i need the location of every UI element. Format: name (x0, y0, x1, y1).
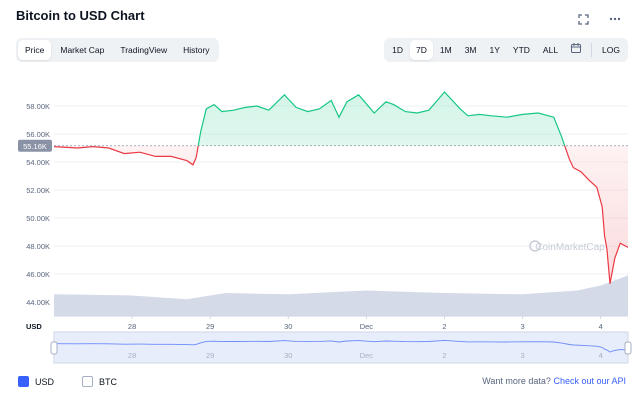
legend-btc-label: BTC (99, 376, 118, 387)
price-chart[interactable]: 44.00K 46.00K 48.00K 50.00K 52.00K 54.00K 56.0… (0, 80, 640, 370)
navigator-handle-right (624, 341, 632, 355)
price-area-up (54, 92, 628, 146)
tab-market-cap[interactable]: Market Cap (60, 45, 105, 55)
time-range-selector: 1D 7D 1M 3M 1Y YTD ALL LOG (384, 38, 628, 62)
api-link[interactable]: Check out our API (553, 376, 626, 386)
legend-btc[interactable]: BTC (82, 376, 117, 387)
volume-area (54, 275, 628, 316)
baseline-badge (18, 139, 52, 152)
navigator-tick-label: 2 (442, 351, 446, 360)
x-tick-label: 30 (284, 322, 292, 331)
navigator-tick-label: 3 (520, 351, 524, 360)
btc-checkbox[interactable] (82, 376, 94, 387)
usd-checkbox[interactable] (18, 376, 29, 387)
range-7d[interactable]: 7D (410, 40, 433, 60)
x-axis-currency-label: USD (26, 322, 42, 331)
fullscreen-icon[interactable] (576, 12, 590, 26)
price-line-up (197, 91, 566, 146)
range-1y[interactable]: 1Y (489, 45, 500, 55)
chart-tabs: Price Market Cap TradingView History (16, 38, 219, 62)
price-area-down (54, 145, 628, 284)
tab-tradingview[interactable]: TradingView (120, 45, 168, 55)
y-tick-label: 54.00K (26, 158, 50, 167)
x-tick-label: 4 (599, 322, 603, 331)
navigator-window (53, 331, 629, 364)
navigator-handle-left (50, 341, 58, 355)
price-line-down (54, 145, 628, 284)
navigator-line (53, 339, 629, 353)
calendar-icon[interactable] (565, 40, 587, 60)
range-ytd[interactable]: YTD (512, 45, 530, 55)
range-separator (591, 43, 593, 57)
y-tick-label: 46.00K (26, 270, 50, 279)
tab-price[interactable]: Price (18, 40, 52, 60)
page-title: Bitcoin to USD Chart (16, 8, 145, 23)
range-all[interactable]: ALL (542, 45, 559, 55)
api-prefix: Want more data? (482, 376, 551, 386)
tab-history[interactable]: History (183, 45, 210, 55)
currency-legend: USD BTC (18, 376, 135, 387)
navigator-tick-label: 28 (128, 351, 136, 360)
legend-usd-label: USD (35, 376, 55, 387)
watermark-logo (529, 240, 541, 252)
y-tick-label: 52.00K (26, 186, 50, 195)
more-icon[interactable] (608, 12, 622, 26)
navigator-tick-label: 4 (599, 351, 603, 360)
y-tick-label: 56.00K (26, 130, 50, 139)
log-toggle[interactable]: LOG (602, 45, 620, 55)
x-tick-label: 3 (520, 322, 524, 331)
y-tick-label: 58.00K (26, 102, 50, 111)
y-tick-label: 50.00K (26, 214, 50, 223)
range-3m[interactable]: 3M (464, 45, 477, 55)
y-tick-label: 48.00K (26, 242, 50, 251)
watermark: CoinMarketCap (535, 242, 605, 253)
header-actions (576, 12, 622, 26)
x-tick-label: 2 (442, 322, 446, 331)
baseline-label: 55.16K (23, 142, 47, 151)
x-tick-label: Dec (360, 322, 374, 331)
range-1m[interactable]: 1M (439, 45, 452, 55)
x-tick-label: 28 (128, 322, 136, 331)
navigator-tick-label: Dec (360, 351, 374, 360)
navigator-tick-label: 29 (206, 351, 214, 360)
x-tick-label: 29 (206, 322, 214, 331)
navigator-tick-label: 30 (284, 351, 292, 360)
api-promo: Want more data? Check out our API (482, 376, 626, 386)
legend-usd[interactable]: USD (18, 376, 54, 387)
y-tick-label: 44.00K (26, 298, 50, 307)
range-1d[interactable]: 1D (392, 45, 404, 55)
